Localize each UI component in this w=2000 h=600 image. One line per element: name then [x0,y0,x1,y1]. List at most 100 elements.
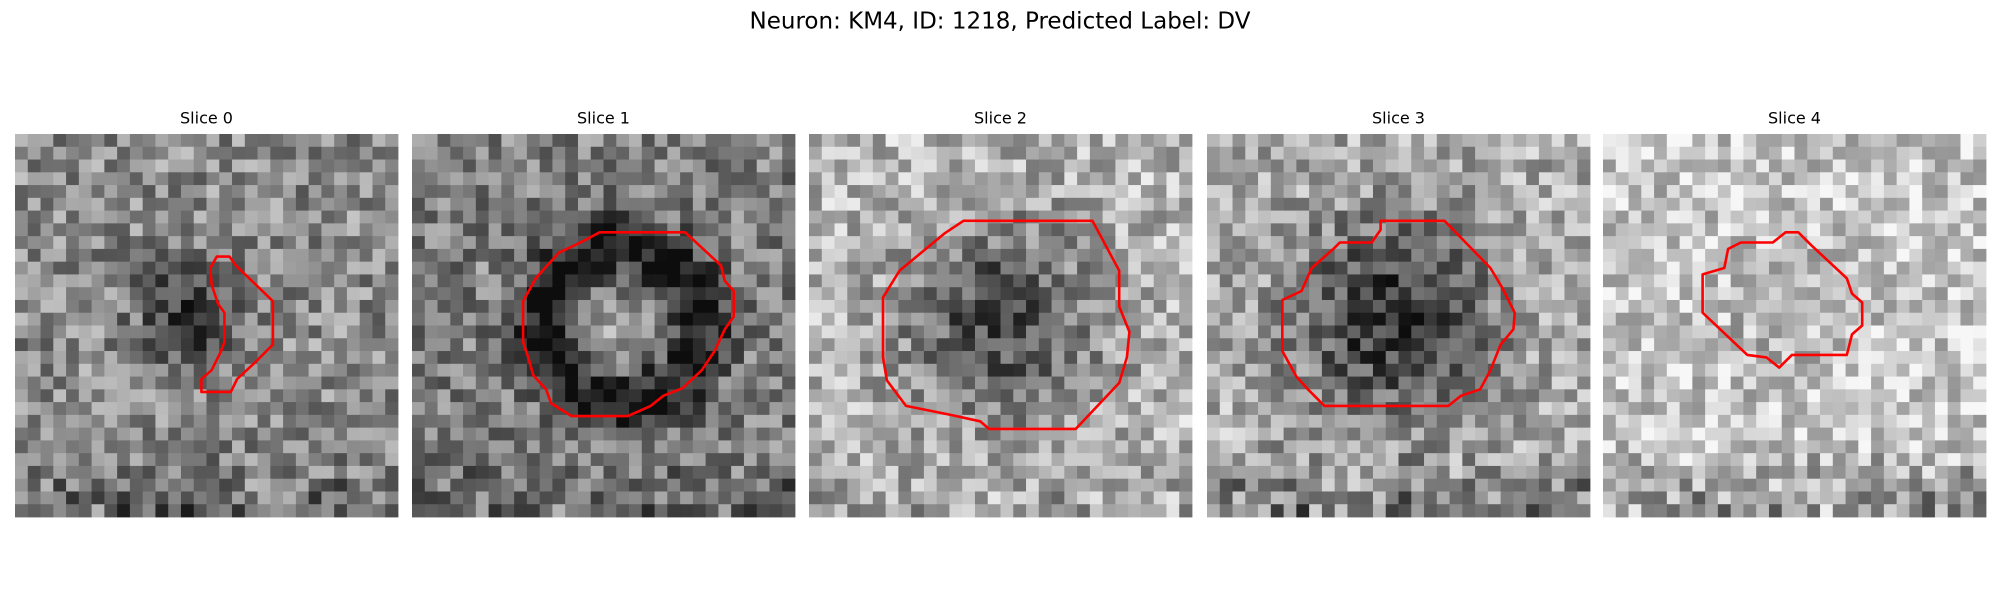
pixel [603,453,617,467]
pixel [475,312,489,326]
pixel [1922,197,1936,211]
pixel [1140,376,1155,390]
pixel [1858,376,1872,390]
pixel [590,402,604,416]
pixel [1102,261,1116,275]
pixel [654,440,668,454]
pixel [232,274,246,288]
pixel [1372,185,1387,199]
pixel [1538,414,1553,429]
pixel [1153,185,1167,199]
pixel [437,402,451,416]
pixel [1411,478,1425,492]
pixel [1730,504,1744,518]
pixel [1089,172,1104,186]
pixel [949,465,963,480]
pixel [206,376,220,390]
pixel [168,261,182,275]
pixel [1692,478,1706,492]
pixel [1283,274,1297,288]
pixel [1820,146,1834,160]
pixel [590,248,604,263]
pixel [539,159,553,173]
pixel [1487,453,1502,467]
pixel [1909,427,1923,441]
pixel [206,223,220,237]
pixel [1487,491,1502,505]
pixel [155,440,169,454]
segmentation-contour [200,255,275,394]
pixel [359,338,373,352]
pixel [654,159,668,173]
pixel [1615,185,1629,199]
pixel [1026,338,1040,352]
pixel [641,299,655,314]
pixel [1705,134,1719,148]
pixel [346,478,361,492]
pixel [206,440,220,454]
pixel [1334,427,1348,441]
pixel [283,491,297,505]
pixel [654,363,668,377]
pixel [1102,172,1116,186]
pixel [1398,491,1412,505]
pixel [334,299,348,314]
pixel [66,210,80,224]
pixel [372,325,386,339]
pixel [705,236,719,250]
pixel [1219,440,1233,454]
pixel [718,172,732,186]
pixel [1832,134,1846,148]
pixel [1026,363,1040,377]
pixel [1475,299,1489,314]
pixel [1871,504,1885,518]
pixel [437,325,451,339]
pixel [1871,389,1885,403]
pixel [641,159,655,173]
pixel [1296,440,1310,454]
pixel [66,299,80,314]
pixel [1820,491,1834,505]
pixel [731,453,745,467]
pixel [1000,491,1014,505]
pixel [168,134,182,148]
pixel [1207,274,1221,288]
pixel [1064,453,1078,467]
pixel [834,453,848,467]
pixel [847,134,861,148]
pixel [91,414,105,429]
pixel [1922,440,1936,454]
pixel [1424,274,1438,288]
pixel [308,223,322,237]
pixel [1768,210,1783,224]
pixel [1449,389,1463,403]
pixel [987,414,1001,429]
pixel [1026,389,1040,403]
pixel [1321,223,1336,237]
pixel [308,134,322,148]
pixel [1960,325,1974,339]
pixel [155,427,169,441]
pixel [616,478,630,492]
pixel [359,504,373,518]
pixel [1487,427,1502,441]
pixel [565,146,579,160]
pixel [129,351,144,365]
pixel [1334,261,1348,275]
pixel [718,146,732,160]
pixel [1296,338,1310,352]
pixel [667,351,681,365]
pixel [1219,465,1233,480]
pixel [1102,274,1116,288]
pixel [142,185,156,199]
pixel [1436,504,1450,518]
pixel [590,414,604,429]
pixel [949,414,963,429]
pixel [1385,478,1399,492]
pixel [782,248,796,263]
pixel [1411,134,1425,148]
pixel [962,376,976,390]
pixel [1436,223,1450,237]
pixel [78,312,92,326]
pixel [1026,402,1040,416]
